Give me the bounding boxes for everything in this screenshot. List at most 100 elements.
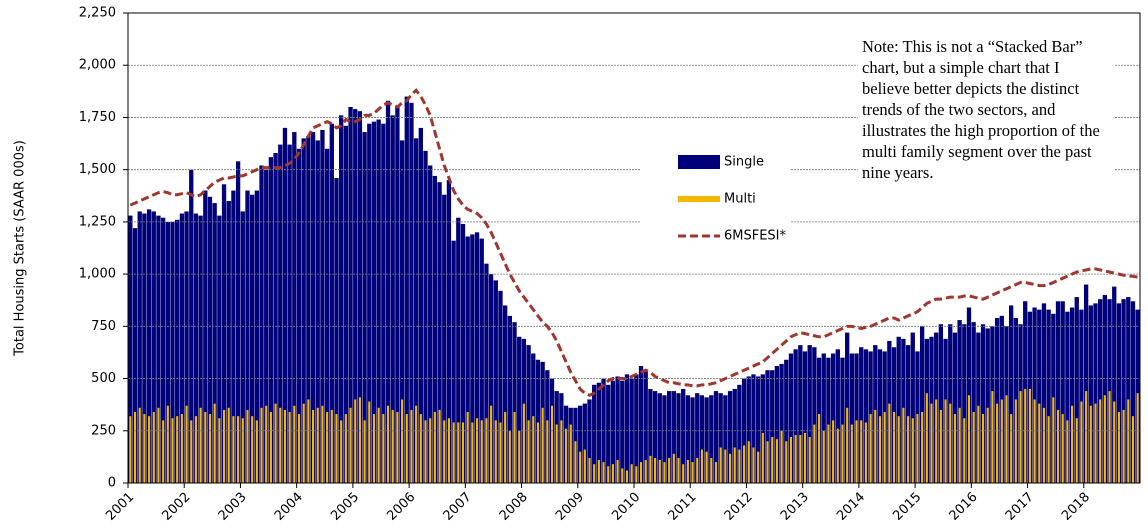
bar: [696, 457, 699, 483]
bar: [142, 213, 147, 484]
bar: [1093, 303, 1098, 483]
bar: [925, 393, 928, 483]
bar: [269, 411, 272, 483]
bar: [648, 389, 653, 483]
bar: [583, 449, 586, 483]
bar: [363, 420, 366, 483]
bar: [971, 322, 976, 483]
bar: [329, 123, 334, 483]
bar: [1098, 299, 1103, 483]
bar: [935, 399, 938, 483]
bar: [850, 424, 853, 483]
bar: [212, 203, 217, 484]
x-tick-label: 2016: [947, 490, 981, 524]
bar: [1127, 399, 1130, 483]
bar: [245, 190, 250, 484]
bar: [217, 215, 222, 483]
bar: [1046, 309, 1051, 483]
bar: [624, 374, 630, 483]
bar: [821, 353, 826, 483]
bar: [996, 403, 999, 483]
bar: [296, 148, 302, 483]
bar: [138, 407, 141, 483]
bar: [930, 403, 933, 483]
bar: [344, 414, 347, 483]
bar: [326, 411, 329, 483]
bar: [160, 217, 166, 483]
x-tick-label: 2014: [834, 490, 868, 524]
bar: [1069, 307, 1075, 483]
bar: [152, 411, 155, 483]
x-tick-label: 2001: [103, 490, 137, 524]
bar: [396, 411, 399, 483]
bar: [766, 441, 769, 483]
bar: [213, 403, 216, 483]
bar: [320, 129, 325, 483]
bar: [827, 424, 830, 483]
bar: [705, 451, 708, 483]
bar: [830, 353, 836, 483]
bar: [719, 447, 722, 483]
bar: [480, 420, 483, 483]
bar: [226, 201, 231, 483]
bar: [907, 416, 910, 483]
bar: [854, 353, 859, 483]
bar: [635, 466, 638, 483]
bar: [442, 194, 447, 483]
y-tick-label: 1,250: [79, 214, 116, 229]
bar: [710, 457, 713, 483]
bar: [176, 416, 179, 483]
bar: [860, 420, 863, 483]
bar: [582, 403, 587, 483]
bar: [798, 345, 803, 483]
bar: [1037, 309, 1042, 483]
bar: [231, 190, 236, 484]
bar: [1005, 395, 1008, 483]
bar: [953, 414, 956, 483]
bar: [666, 391, 672, 483]
bar: [148, 416, 151, 483]
bar: [157, 407, 160, 483]
bar: [709, 395, 714, 483]
bar: [919, 326, 925, 483]
bar: [779, 363, 784, 483]
bar: [265, 405, 268, 483]
bar: [251, 416, 254, 483]
bar: [671, 391, 676, 483]
bar: [193, 213, 199, 484]
bar: [287, 144, 292, 483]
bar: [527, 420, 530, 483]
bar: [362, 132, 367, 484]
bar: [312, 409, 315, 483]
annotation: Note: This is not a “Stacked Bar” chart,…: [858, 36, 1114, 183]
legend-label: Single: [724, 155, 764, 170]
bar: [128, 215, 133, 483]
bar: [404, 96, 409, 484]
bar: [1089, 405, 1092, 483]
bar: [874, 409, 877, 483]
bar: [470, 234, 475, 483]
bar: [681, 389, 686, 483]
bar: [615, 376, 620, 483]
bar: [859, 347, 864, 483]
bar: [994, 317, 1000, 483]
bar: [451, 240, 456, 483]
bar: [171, 418, 174, 483]
bar: [770, 370, 775, 483]
x-tick-label: 2015: [890, 490, 924, 524]
bar: [315, 140, 320, 483]
bar: [415, 405, 418, 483]
bar: [310, 132, 316, 484]
bar: [1009, 305, 1014, 483]
bar: [507, 315, 512, 483]
bar: [1071, 405, 1074, 483]
bar: [723, 395, 728, 483]
bar: [546, 420, 549, 483]
bar: [1066, 420, 1069, 483]
bar: [1055, 301, 1061, 483]
bar: [657, 393, 662, 483]
bar: [644, 460, 647, 483]
bar: [822, 430, 825, 483]
bar: [184, 211, 189, 483]
